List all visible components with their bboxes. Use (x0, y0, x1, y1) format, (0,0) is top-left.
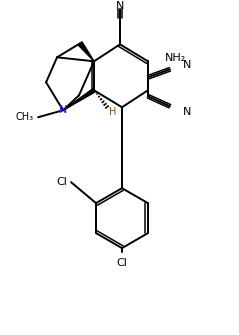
Text: N: N (183, 107, 191, 117)
Text: NH₂: NH₂ (165, 53, 186, 63)
Text: CH₃: CH₃ (16, 112, 34, 122)
Text: Cl: Cl (56, 177, 67, 187)
Text: Cl: Cl (117, 258, 127, 268)
Text: N: N (116, 1, 124, 11)
Text: H: H (109, 107, 117, 117)
Polygon shape (78, 42, 94, 61)
Polygon shape (63, 88, 95, 110)
Text: N: N (59, 105, 67, 115)
Text: N: N (183, 60, 191, 70)
